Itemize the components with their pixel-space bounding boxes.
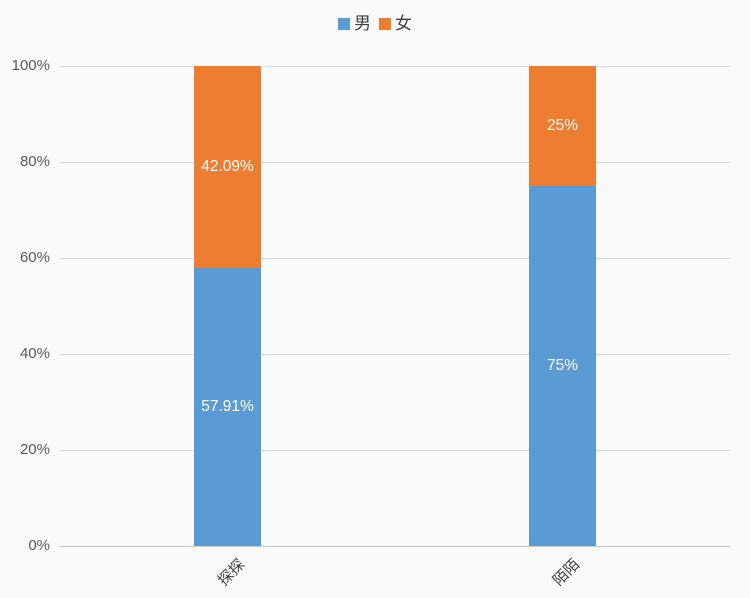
legend-label: 男 (354, 14, 371, 33)
bar-segment-女: 25% (529, 66, 596, 186)
y-axis-tick-label: 20% (19, 441, 50, 458)
legend-swatch-icon (338, 18, 350, 30)
bar-探探: 57.91% 42.09% (194, 66, 261, 546)
bar-segment-男: 75% (529, 186, 596, 546)
gridline (60, 258, 730, 259)
legend-label: 女 (395, 14, 412, 33)
gridline (60, 162, 730, 163)
gridline (60, 450, 730, 451)
bar-segment-女: 42.09% (194, 66, 261, 269)
y-axis-tick-label: 100% (11, 57, 50, 74)
chart-legend: 男女 (0, 14, 750, 34)
legend-swatch-icon (379, 18, 391, 30)
legend-item-女: 女 (379, 14, 412, 34)
x-axis-category-label: 探探 (214, 556, 248, 590)
y-axis-tick-label: 40% (19, 345, 50, 362)
bar-segment-男: 57.91% (194, 268, 261, 546)
gridline (60, 66, 730, 67)
data-label: 25% (546, 117, 579, 134)
x-axis-category-label: 陌陌 (549, 556, 583, 590)
y-axis-tick-label: 60% (19, 249, 50, 266)
bar-陌陌: 75% 25% (529, 66, 596, 546)
gridline (60, 354, 730, 355)
plot-area: 0% 20% 40% 60% 80% 100% 57.91% 42.09% 探探 75% 25% 陌陌 (12, 57, 730, 589)
legend-item-男: 男 (338, 14, 371, 34)
data-label: 42.09% (201, 158, 254, 176)
y-axis-tick-label: 80% (19, 153, 50, 170)
data-label: 57.91% (201, 398, 254, 416)
data-label: 75% (546, 357, 579, 374)
x-axis-line (60, 546, 730, 547)
y-axis-tick-label: 0% (28, 537, 50, 554)
